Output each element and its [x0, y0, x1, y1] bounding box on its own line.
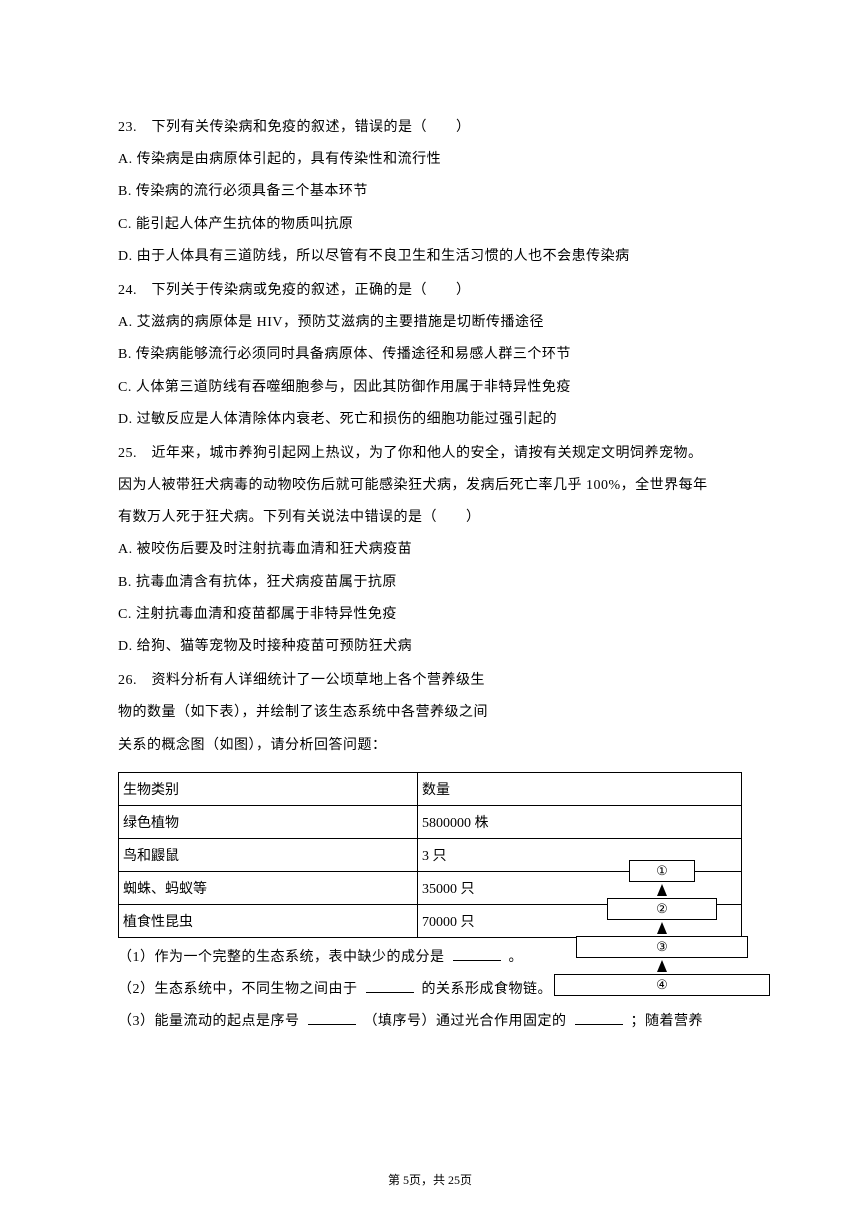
q25-option-c: C. 注射抗毒血清和疫苗都属于非特异性免疫 — [118, 599, 742, 631]
pyramid-arrow-icon — [657, 960, 667, 972]
q25-stem-line3: 有数万人死于狂犬病。下列有关说法中错误的是（ ） — [118, 502, 742, 534]
table-header-category: 生物类别 — [119, 772, 418, 805]
table-cell: 植食性昆虫 — [119, 904, 418, 937]
q25-option-b: B. 抗毒血清含有抗体，狂犬病疫苗属于抗原 — [118, 567, 742, 599]
q24-option-d: D. 过敏反应是人体清除体内衰老、死亡和损伤的细胞功能过强引起的 — [118, 404, 742, 436]
q26-sub1-text-b: 。 — [509, 950, 524, 965]
page-content: 23. 下列有关传染病和免疫的叙述，错误的是（ ） A. 传染病是由病原体引起的… — [118, 112, 742, 1038]
q26-stem-line1: 26. 资料分析有人详细统计了一公顷草地上各个营养级生 — [118, 665, 503, 697]
q23-option-a: A. 传染病是由病原体引起的，具有传染性和流行性 — [118, 144, 742, 176]
q26-sub1-text-a: （1）作为一个完整的生态系统，表中缺少的成分是 — [118, 950, 445, 965]
q26-stem-line3: 关系的概念图（如图），请分析回答问题： — [118, 730, 503, 762]
fill-blank[interactable] — [575, 1011, 623, 1025]
table-row: 生物类别 数量 — [119, 772, 742, 805]
table-cell: 蜘蛛、蚂蚁等 — [119, 871, 418, 904]
q26-sub3-text-b: （填序号）通过光合作用固定的 — [364, 1014, 567, 1029]
pyramid-level-2: ② — [607, 898, 717, 920]
q23-stem: 23. 下列有关传染病和免疫的叙述，错误的是（ ） — [118, 112, 742, 144]
fill-blank[interactable] — [308, 1011, 356, 1025]
trophic-pyramid-diagram: ① ② ③ ④ — [552, 860, 772, 998]
q26-sub3-text-c: ；随着营养 — [631, 1014, 704, 1029]
pyramid-level-1: ① — [629, 860, 695, 882]
q23-option-d: D. 由于人体具有三道防线，所以尽管有不良卫生和生活习惯的人也不会患传染病 — [118, 241, 742, 273]
q26-sub2-text-b: 的关系形成食物链。 — [422, 982, 553, 997]
q24-option-c: C. 人体第三道防线有吞噬细胞参与，因此其防御作用属于非特异性免疫 — [118, 372, 742, 404]
q25-stem-line1: 25. 近年来，城市养狗引起网上热议，为了你和他人的安全，请按有关规定文明饲养宠… — [118, 438, 742, 470]
q23-option-c: C. 能引起人体产生抗体的物质叫抗原 — [118, 209, 742, 241]
fill-blank[interactable] — [453, 947, 501, 961]
table-row: 绿色植物 5800000 株 — [119, 805, 742, 838]
q24-stem: 24. 下列关于传染病或免疫的叙述，正确的是（ ） — [118, 275, 742, 307]
q23-option-b: B. 传染病的流行必须具备三个基本环节 — [118, 176, 742, 208]
table-cell: 绿色植物 — [119, 805, 418, 838]
table-header-count: 数量 — [418, 772, 742, 805]
page-footer: 第 5页，共 25页 — [0, 1171, 860, 1188]
q26-sub2-text-a: （2）生态系统中，不同生物之间由于 — [118, 982, 358, 997]
q26-stem-line2: 物的数量（如下表），并绘制了该生态系统中各营养级之间 — [118, 697, 503, 729]
pyramid-level-3: ③ — [576, 936, 748, 958]
q24-option-b: B. 传染病能够流行必须同时具备病原体、传播途径和易感人群三个环节 — [118, 339, 742, 371]
q26-sub3: （3）能量流动的起点是序号 （填序号）通过光合作用固定的 ；随着营养 — [118, 1006, 742, 1038]
fill-blank[interactable] — [366, 979, 414, 993]
q24-option-a: A. 艾滋病的病原体是 HIV，预防艾滋病的主要措施是切断传播途径 — [118, 307, 742, 339]
pyramid-level-4: ④ — [554, 974, 770, 996]
q25-option-d: D. 给狗、猫等宠物及时接种疫苗可预防狂犬病 — [118, 631, 742, 663]
pyramid-arrow-icon — [657, 922, 667, 934]
q25-stem-line2: 因为人被带狂犬病毒的动物咬伤后就可能感染狂犬病，发病后死亡率几乎 100%，全世… — [118, 470, 742, 502]
table-cell: 5800000 株 — [418, 805, 742, 838]
table-cell: 鸟和鼹鼠 — [119, 838, 418, 871]
q26-sub3-text-a: （3）能量流动的起点是序号 — [118, 1014, 300, 1029]
q25-option-a: A. 被咬伤后要及时注射抗毒血清和狂犬病疫苗 — [118, 534, 742, 566]
pyramid-arrow-icon — [657, 884, 667, 896]
